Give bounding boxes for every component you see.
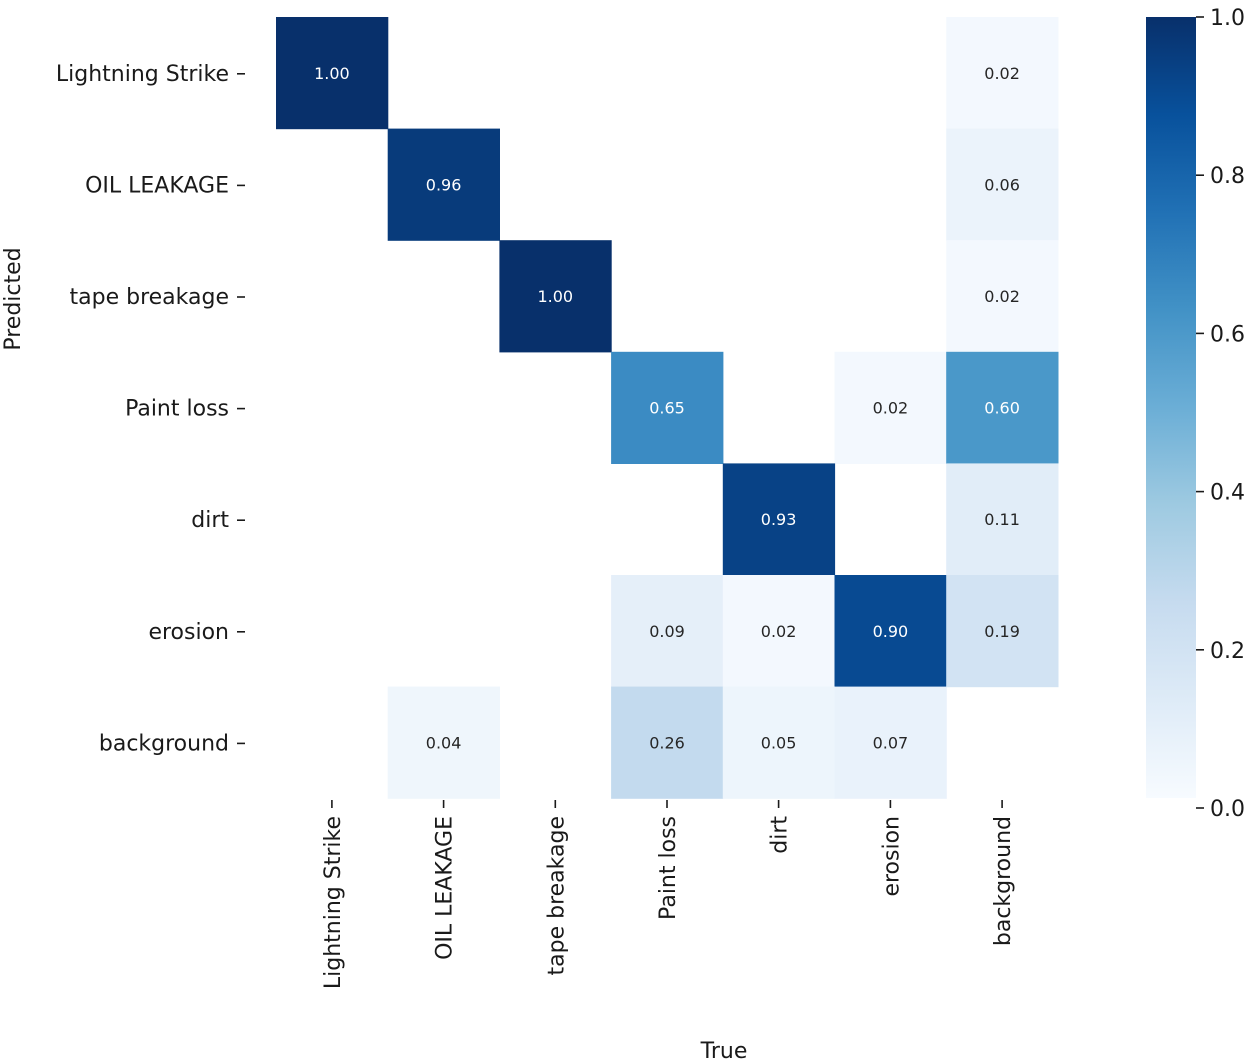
heatmap-cell (499, 240, 612, 353)
heatmap-cell-label: 0.09 (649, 622, 685, 641)
heatmap-cell (946, 128, 1059, 241)
heatmap-cell (722, 463, 836, 576)
heatmap-cell (834, 351, 947, 464)
colorbar-tick-label: 0.6 (1210, 322, 1245, 347)
heatmap-cell-label: 0.06 (984, 175, 1020, 194)
heatmap-cell (946, 351, 1059, 464)
colorbar-tick-label: 0.8 (1210, 164, 1245, 189)
colorbar-tick-label: 0.0 (1210, 797, 1245, 822)
heatmap-cell (387, 686, 500, 799)
heatmap-cell (611, 575, 724, 688)
heatmap-cell-label: 0.07 (873, 733, 909, 752)
heatmap-cell-label: 0.19 (984, 622, 1020, 641)
y-axis-label: Predicted (1, 247, 26, 350)
heatmap-cell-label: 0.93 (761, 510, 797, 529)
heatmap-cell-label: 0.60 (984, 399, 1020, 418)
heatmap-cell-label: 0.02 (761, 622, 797, 641)
heatmap-cell (387, 128, 500, 241)
heatmap-cell-label: 0.05 (761, 733, 797, 752)
colorbar-tick-label: 0.2 (1210, 639, 1245, 664)
heatmap-cells (276, 17, 1059, 799)
heatmap-cell-labels: 1.00 0.02 0.96 0.06 1.00 0.02 0.65 0.02 0.60 0.93… (314, 64, 1020, 753)
x-tick-label: OIL LEAKAGE (433, 816, 458, 960)
y-tick-label: dirt (191, 508, 229, 533)
x-axis-label: True (700, 1039, 748, 1064)
colorbar-ticks: 0.0 0.2 0.4 0.6 0.8 1.0 (1196, 6, 1245, 822)
colorbar-tick-label: 0.4 (1210, 481, 1245, 506)
heatmap-cell (946, 17, 1059, 130)
x-tick-label: dirt (768, 816, 793, 854)
x-tick-label: Paint loss (656, 816, 681, 920)
heatmap-cell (946, 240, 1059, 353)
y-axis-ticks: Lightning Strike OIL LEAKAGE tape breakage… (56, 62, 245, 756)
y-tick-label: erosion (148, 620, 229, 645)
heatmap-cell-label: 0.04 (426, 733, 462, 752)
x-tick-label: tape breakage (544, 816, 569, 975)
heatmap-cell (276, 17, 389, 130)
heatmap-cell (834, 686, 947, 799)
y-tick-label: Lightning Strike (56, 62, 229, 87)
heatmap-cell (946, 463, 1059, 576)
heatmap-cell-label: 0.26 (649, 733, 685, 752)
heatmap-cell-label: 0.02 (984, 64, 1020, 83)
heatmap-cell-label: 0.02 (873, 399, 909, 418)
colorbar-tick-label: 1.0 (1210, 6, 1245, 31)
y-tick-label: OIL LEAKAGE (85, 173, 229, 198)
heatmap-cell-label: 0.65 (649, 399, 685, 418)
x-axis-ticks: Lightning Strike OIL LEAKAGE tape breakage… (321, 800, 1016, 989)
x-tick-label: background (991, 816, 1016, 946)
x-tick-label: Lightning Strike (321, 816, 346, 989)
heatmap-cell (834, 575, 947, 688)
heatmap-cell-label: 0.02 (984, 287, 1020, 306)
heatmap-cell (722, 686, 836, 799)
heatmap-cell-label: 0.11 (984, 510, 1020, 529)
heatmap-cell-label: 0.96 (426, 175, 462, 194)
heatmap-cell (611, 686, 724, 799)
heatmap-cell (722, 575, 836, 688)
x-tick-label: erosion (879, 816, 904, 897)
heatmap-cell-label: 0.90 (873, 622, 909, 641)
heatmap-cell-label: 1.00 (537, 287, 573, 306)
heatmap-cell (611, 351, 724, 464)
y-tick-label: tape breakage (70, 285, 229, 310)
colorbar (1146, 17, 1196, 798)
y-tick-label: Paint loss (125, 397, 229, 422)
heatmap-cell (946, 575, 1059, 688)
heatmap-cell-label: 1.00 (314, 64, 350, 83)
y-tick-label: background (99, 731, 229, 756)
